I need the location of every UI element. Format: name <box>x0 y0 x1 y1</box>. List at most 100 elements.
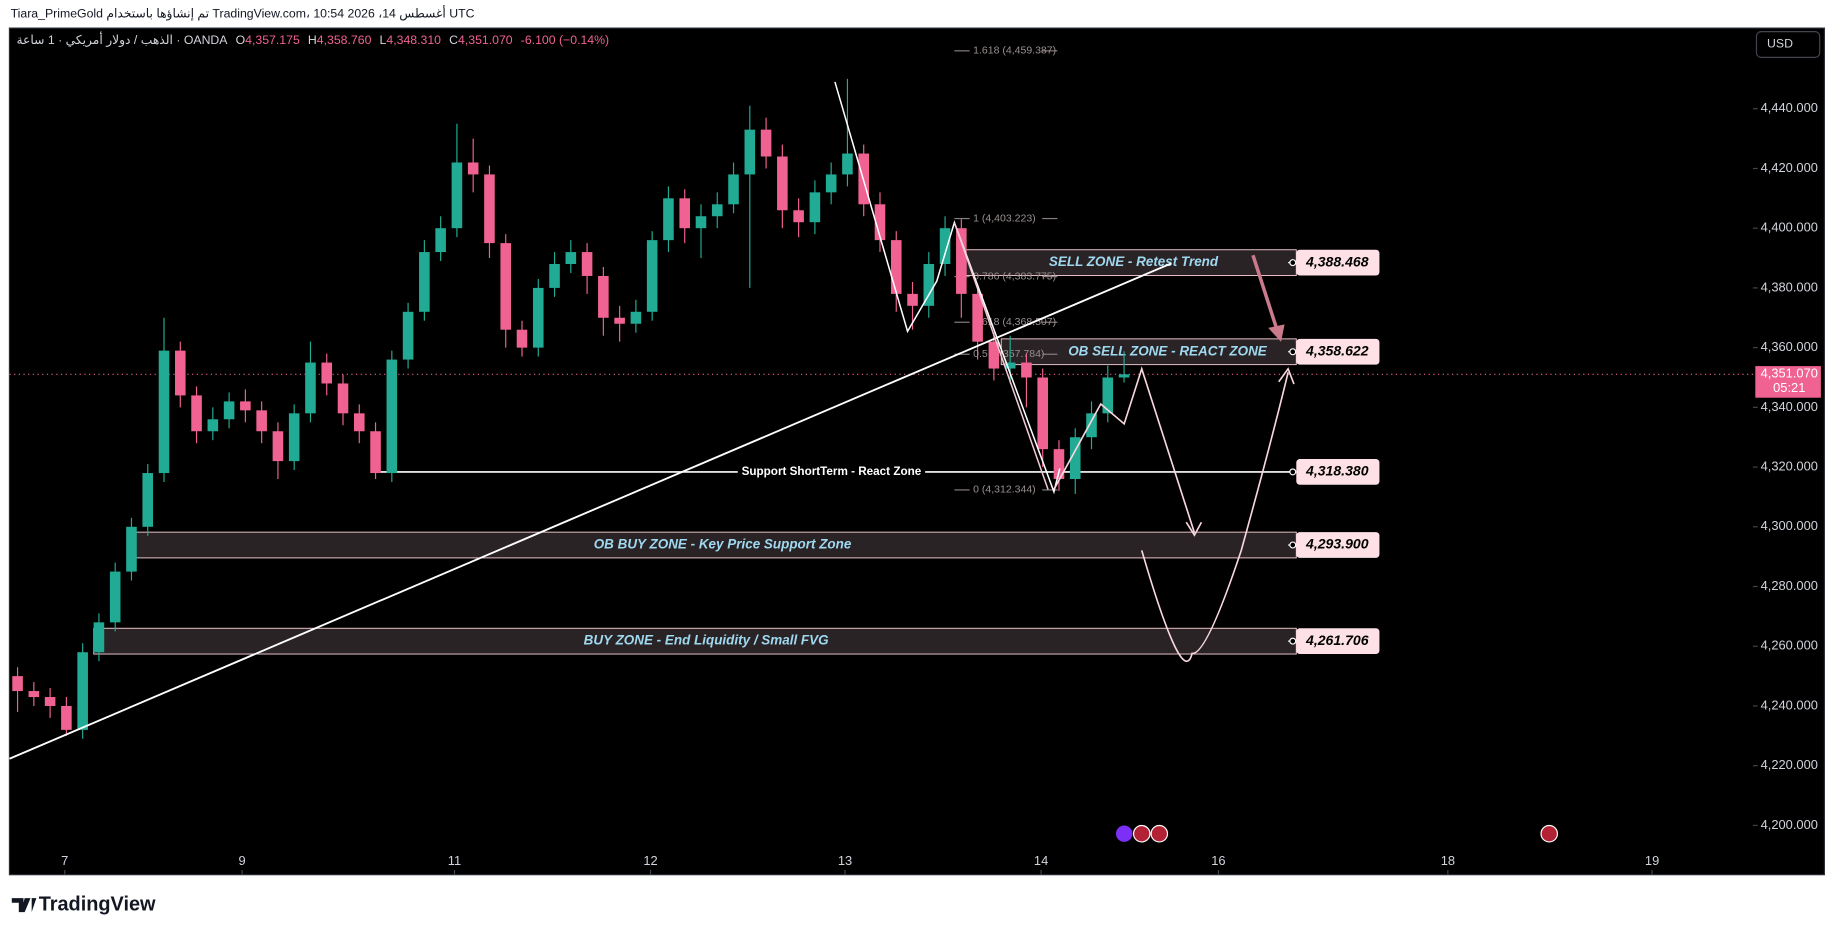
candle-body <box>272 431 284 462</box>
currency-button[interactable] <box>1755 31 1821 58</box>
ohlc-value: 4,348.310 <box>386 33 441 47</box>
candle-body <box>760 129 772 157</box>
logo: TradingView <box>11 893 156 915</box>
candle-body <box>663 198 674 241</box>
candle-body <box>451 162 463 229</box>
zone <box>965 249 1297 276</box>
zone-label: OB SELL ZONE - REACT ZONE <box>1068 343 1268 358</box>
event-icon <box>1150 824 1169 843</box>
x-tick-label: 11 <box>448 853 461 868</box>
y-tick-label: 4,420.000 <box>1761 160 1818 175</box>
trend-line <box>9 262 1172 760</box>
x-tick-label: 16 <box>1211 853 1225 868</box>
candle-body <box>353 413 365 432</box>
candle-body <box>207 419 219 432</box>
last-price-tag <box>1755 366 1821 398</box>
currency: USD <box>1767 37 1793 51</box>
zone <box>93 627 1297 655</box>
candle-body <box>1069 437 1081 480</box>
candle-body <box>1102 377 1114 414</box>
attribution: Tiara_PrimeGold تم إنشاؤها باستخدام Trad… <box>11 5 475 21</box>
ohlc-value: 4,358.760 <box>317 33 372 47</box>
zone-price: 4,261.706 <box>1305 632 1369 648</box>
candle-body <box>500 243 512 330</box>
drawings <box>9 81 1559 843</box>
ohlc-label: C <box>449 33 458 47</box>
fib-label: 1 (4,403.223) <box>973 212 1036 224</box>
candle-body <box>223 401 235 420</box>
candle-body <box>191 395 202 432</box>
candle-body <box>679 198 691 229</box>
zone <box>128 531 1297 559</box>
last-price-label: 4,351.070 <box>1761 366 1818 381</box>
candle-body <box>158 350 170 474</box>
ohlc-value: 4,351.070 <box>458 33 513 47</box>
candle-body <box>12 676 23 692</box>
candle-body <box>256 410 267 432</box>
candle-body <box>777 156 788 211</box>
candle-body <box>109 571 121 623</box>
y-tick-label: 4,440.000 <box>1761 100 1818 115</box>
x-tick-label: 7 <box>61 853 68 868</box>
y-tick-label: 4,360.000 <box>1761 339 1818 354</box>
candle-body <box>532 287 544 348</box>
countdown: 05:21 <box>1773 380 1805 395</box>
ohlc-label: H <box>308 33 317 47</box>
anchor <box>1289 468 1297 476</box>
zone <box>1000 338 1297 366</box>
arrow-head <box>1185 521 1203 537</box>
plot-area: 4,200.000 4,220.000 4,240.000 4,260.000 4,28… <box>9 45 1821 875</box>
candle-body <box>484 174 495 244</box>
y-tick-label: 4,240.000 <box>1761 697 1818 712</box>
candle-body <box>435 228 446 253</box>
projection-path <box>1053 366 1196 534</box>
candle-body <box>28 691 40 698</box>
x-tick-label: 12 <box>643 853 657 868</box>
candle-body <box>793 210 804 223</box>
candle-body <box>956 228 967 294</box>
arrow-head <box>1268 324 1285 342</box>
zone-price: 4,358.622 <box>1305 342 1369 358</box>
candle-body <box>825 174 837 193</box>
candle-body <box>142 473 154 527</box>
x-tick-label: 9 <box>239 853 246 868</box>
price-box <box>1296 249 1380 276</box>
price-box <box>1296 338 1380 365</box>
arrow-head <box>1278 367 1295 385</box>
x-tick-label: 19 <box>1645 853 1659 868</box>
candle-body <box>549 264 560 288</box>
candle-body <box>1037 377 1048 450</box>
candle-body <box>565 252 577 265</box>
symbol-line: الذهب / دولار أمريكي · 1 ساعة · OANDA O4… <box>16 32 609 48</box>
candle-body <box>44 697 56 706</box>
candle-body <box>1053 449 1065 480</box>
fib-label: 0 (4,312.344) <box>973 484 1036 496</box>
candle-body <box>386 359 398 474</box>
y-tick-label: 4,400.000 <box>1761 220 1818 235</box>
y-tick-label: 4,260.000 <box>1761 638 1818 653</box>
anchor <box>1289 541 1297 549</box>
y-tick-label: 4,280.000 <box>1761 578 1818 593</box>
zone-label: SELL ZONE - Retest Trend <box>1049 254 1219 269</box>
candle-body <box>126 526 137 572</box>
candle-body <box>646 240 658 312</box>
price-box <box>1296 532 1380 558</box>
candle-body <box>288 413 300 462</box>
candle-body <box>337 383 349 414</box>
y-tick-label: 4,380.000 <box>1761 279 1818 294</box>
y-tick-label: 4,200.000 <box>1761 817 1818 832</box>
candle-body <box>598 275 609 318</box>
fib-label: 0.618 (4,368.507) <box>973 316 1056 328</box>
candle-body <box>907 293 918 306</box>
candle-body <box>1118 374 1130 378</box>
candle-body <box>939 228 951 265</box>
candle-body <box>370 431 381 474</box>
candle-body <box>174 350 186 396</box>
anchor <box>1289 348 1297 356</box>
candle-body <box>923 264 935 306</box>
zone-price: 4,293.900 <box>1305 536 1369 552</box>
candle-body <box>93 622 105 653</box>
y-tick-label: 4,340.000 <box>1761 399 1818 414</box>
